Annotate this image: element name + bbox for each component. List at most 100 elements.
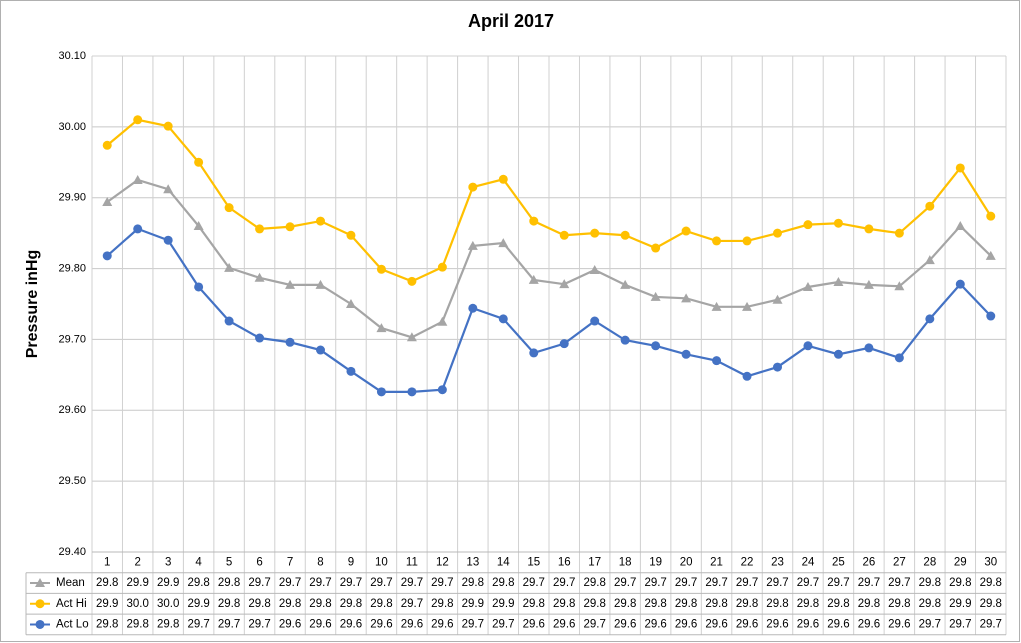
table-value: 29.7 [553,577,575,589]
x-tick-label: 2 [134,556,140,568]
table-value: 29.8 [218,598,240,610]
data-point [132,175,143,184]
table-value: 29.7 [462,618,484,630]
table-value: 29.8 [248,598,270,610]
table-value: 29.8 [644,598,666,610]
table-value: 29.6 [736,618,758,630]
series-line [106,178,992,339]
data-point [833,218,843,228]
data-point [163,121,173,131]
chart-title: April 2017 [468,11,554,31]
y-axis-label: Pressure inHg [24,250,41,358]
y-tick-label: 29.80 [58,262,86,274]
data-point [224,262,235,272]
table-value: 29.7 [949,618,971,630]
data-point [772,294,783,304]
data-point [864,343,874,353]
table-value: 29.9 [187,598,209,610]
table-value: 29.8 [949,577,971,589]
table-value: 29.8 [736,598,758,610]
table-value: 29.7 [614,577,636,589]
table-value: 29.8 [492,577,514,589]
table-value: 29.8 [96,577,118,589]
table-value: 29.8 [766,598,788,610]
table-value: 29.7 [675,577,697,589]
table-value: 29.7 [980,618,1002,630]
table-value: 30.0 [157,598,179,610]
table-value: 29.7 [888,577,910,589]
table-value: 29.9 [949,598,971,610]
x-tick-label: 12 [436,556,449,568]
table-value: 30.0 [127,598,149,610]
table-value: 29.8 [797,598,819,610]
data-point [955,163,965,173]
data-point [376,387,386,397]
y-tick-label: 29.50 [58,475,86,487]
table-value: 29.7 [218,618,240,630]
data-point [894,281,905,291]
data-point [864,224,874,234]
data-point [559,339,569,349]
y-tick-label: 30.10 [58,50,86,62]
table-value: 29.8 [705,598,727,610]
data-point [833,349,843,359]
data-point [589,264,600,274]
table-value: 29.7 [797,577,819,589]
data-point [133,115,143,125]
data-point [224,316,234,326]
y-tick-label: 29.90 [58,192,86,204]
data-point [194,282,204,292]
data-point [894,228,904,238]
data-point [742,236,752,246]
table-value: 29.8 [584,577,606,589]
x-tick-label: 20 [680,556,693,568]
table-value: 29.8 [980,598,1002,610]
series-line [106,118,992,283]
y-tick-label: 29.70 [58,333,86,345]
table-value: 29.7 [370,577,392,589]
table-value: 29.7 [401,577,423,589]
y-tick-label: 29.40 [58,546,86,558]
data-point [986,211,996,221]
table-value: 29.6 [553,618,575,630]
data-point [133,224,143,234]
x-tick-label: 14 [497,556,510,568]
data-point [102,140,112,150]
table-value: 29.9 [462,598,484,610]
data-point [498,314,508,324]
legend-marker [35,619,45,629]
data-point [620,230,630,240]
x-tick-label: 4 [195,556,202,568]
data-point [955,221,966,231]
table-value: 29.6 [827,618,849,630]
table-value: 29.9 [96,598,118,610]
x-tick-label: 18 [619,556,632,568]
table-value: 29.7 [766,577,788,589]
data-point [285,222,295,232]
data-point [925,314,935,324]
legend-marker [35,578,45,588]
table-value: 29.9 [157,577,179,589]
y-tick-label: 30.00 [58,121,86,133]
table-value: 29.6 [401,618,423,630]
x-tick-label: 17 [588,556,601,568]
table-value: 29.8 [431,598,453,610]
data-point [590,316,600,326]
table-value: 29.8 [553,598,575,610]
data-point [163,235,173,245]
data-point [803,220,813,230]
x-tick-label: 13 [466,556,479,568]
data-point [315,279,326,289]
table-value: 29.8 [827,598,849,610]
x-tick-label: 24 [802,556,815,568]
data-point [376,323,387,333]
data-point [590,228,600,238]
data-point [346,366,356,376]
x-tick-label: 26 [863,556,876,568]
x-tick-label: 29 [954,556,967,568]
data-point [620,335,630,345]
table-value: 29.6 [614,618,636,630]
data-point [498,238,509,248]
data-point [559,279,570,289]
